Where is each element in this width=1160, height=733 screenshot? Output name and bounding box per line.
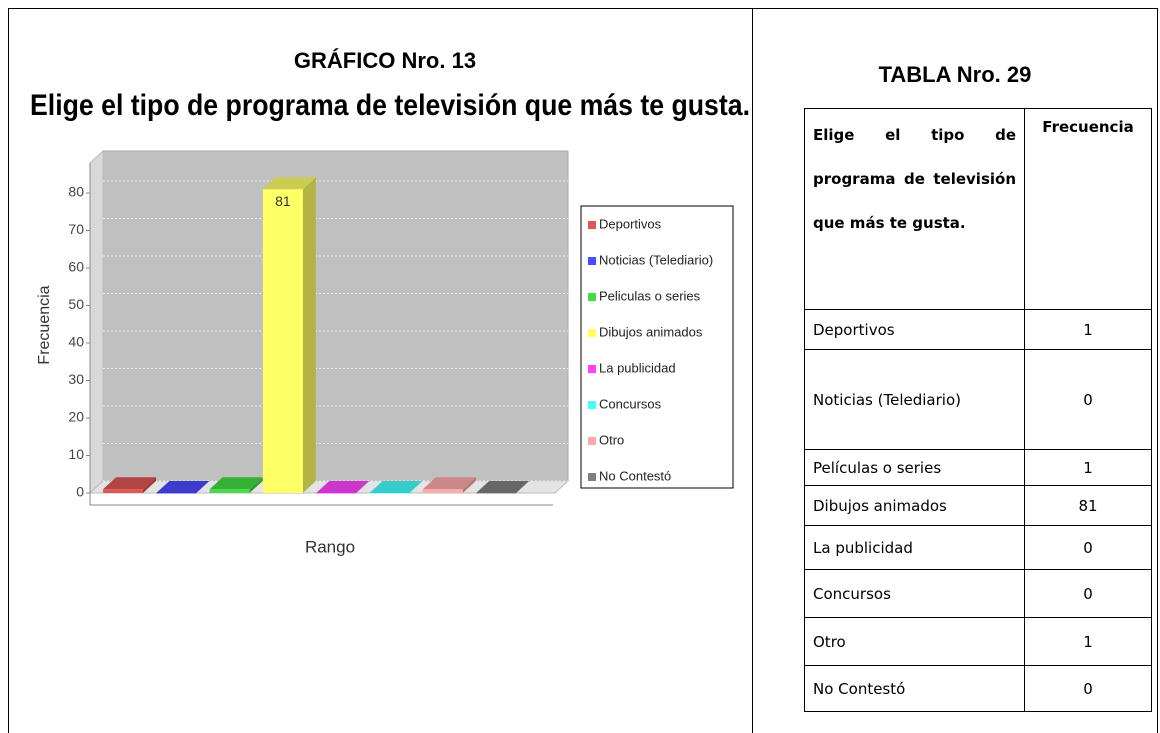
frequency-cell: 1: [1024, 617, 1152, 666]
bar-side: [143, 477, 156, 493]
bar-front: [476, 493, 517, 494]
bar-front: [316, 493, 357, 494]
bar: [369, 481, 423, 494]
frequency-cell: 0: [1024, 525, 1152, 570]
y-tick-label: 30: [68, 371, 84, 387]
bar-front: [103, 489, 143, 493]
border-right: [1157, 8, 1158, 733]
row: Concursos 0: [804, 569, 1152, 618]
bar-front: [209, 489, 250, 493]
legend-label: Dibujos animados: [599, 324, 703, 339]
y-tick-label: 0: [76, 484, 84, 500]
legend-label: Peliculas o series: [599, 288, 701, 303]
bar-top: [262, 177, 316, 190]
bar-top: [209, 477, 263, 490]
header-row: Elige el tipo de programa de televisión …: [804, 108, 1152, 310]
row: Otro 1: [804, 617, 1152, 666]
row: Noticias (Telediario) 0: [804, 349, 1152, 450]
label-cell: Noticias (Telediario): [804, 349, 1025, 450]
legend-label: Noticias (Telediario): [599, 252, 713, 267]
row: Deportivos 1: [804, 309, 1152, 350]
bar-front: [156, 493, 197, 494]
label-cell: Películas o series: [804, 449, 1025, 486]
table-title: TABLA Nro. 29: [878, 62, 1032, 87]
y-tick-label: 80: [68, 184, 84, 200]
y-tick-label: 40: [68, 334, 84, 350]
legend-label: Otro: [599, 432, 624, 447]
label-cell: Dibujos animados: [804, 485, 1025, 526]
y-tick-label: 20: [68, 409, 84, 425]
header-cell: Elige el tipo de programa de televisión …: [804, 108, 1025, 310]
bar: [156, 481, 210, 494]
row: La publicidad 0: [804, 525, 1152, 570]
legend-box: [580, 205, 734, 489]
label-cell: La publicidad: [804, 525, 1025, 570]
bar-front: [422, 489, 463, 493]
bar: [262, 177, 316, 493]
bar-front: [369, 493, 410, 494]
y-tick-label: 70: [68, 221, 84, 237]
legend-label: Deportivos: [599, 216, 662, 231]
frequency-cell: 0: [1024, 349, 1152, 450]
header-cell: Frecuencia: [1024, 108, 1152, 310]
label-cell: Concursos: [804, 569, 1025, 618]
bar-side: [249, 477, 263, 493]
value-label: 81: [275, 193, 291, 209]
bar-top: [103, 477, 156, 490]
legend-swatch: [588, 329, 596, 337]
bar-top: [156, 481, 210, 493]
x-axis-label: Rango: [305, 537, 355, 556]
frequency-cell: 1: [1024, 449, 1152, 486]
frequency-cell: 1: [1024, 309, 1152, 350]
bar-top: [316, 481, 370, 493]
frequency-cell: 0: [1024, 665, 1152, 712]
chart: GRÁFICO Nro. 13 Elige el tipo de program…: [30, 48, 750, 557]
bar: [476, 481, 530, 494]
legend-swatch: [588, 221, 596, 229]
bar-side: [302, 177, 316, 493]
y-tick-label: 60: [68, 259, 84, 275]
table: Elige el tipo de programa de televisión …: [804, 108, 1152, 712]
row: Películas o series 1: [804, 449, 1152, 486]
back-wall: [102, 150, 569, 482]
bar: [316, 481, 370, 494]
border-left: [8, 8, 9, 733]
legend-swatch: [588, 401, 596, 409]
bar: [422, 477, 476, 493]
legend-swatch: [588, 293, 596, 301]
frequency-cell: 0: [1024, 569, 1152, 618]
bar: [103, 477, 156, 493]
bar: [209, 477, 263, 493]
legend-label: No Contestó: [599, 468, 671, 483]
frequency-cell: 81: [1024, 485, 1152, 526]
legend-label: La publicidad: [599, 360, 676, 375]
legend-swatch: [588, 257, 596, 265]
bar-top: [422, 477, 476, 490]
bar-front: [262, 189, 303, 493]
label-cell: No Contestó: [804, 665, 1025, 712]
bar-side: [462, 477, 476, 493]
bar-top: [369, 481, 423, 493]
chart-title: Elige el tipo de programa de televisión …: [30, 89, 750, 122]
y-tick-label: 50: [68, 296, 84, 312]
legend-swatch: [588, 365, 596, 373]
border-middle: [752, 8, 753, 733]
row: No Contestó 0: [804, 665, 1152, 712]
heading: GRÁFICO Nro. 13: [294, 48, 476, 73]
y-axis-label: Frecuencia: [36, 285, 53, 364]
y-tick-label: 10: [68, 446, 84, 462]
legend-swatch: [588, 473, 596, 481]
legend-swatch: [588, 437, 596, 445]
border-top: [8, 8, 1158, 9]
side-wall: [89, 149, 104, 495]
legend-label: Concursos: [599, 396, 662, 411]
label-cell: Deportivos: [804, 309, 1025, 350]
label-cell: Otro: [804, 617, 1025, 666]
row: Dibujos animados 81: [804, 485, 1152, 526]
bar-top: [476, 481, 530, 493]
